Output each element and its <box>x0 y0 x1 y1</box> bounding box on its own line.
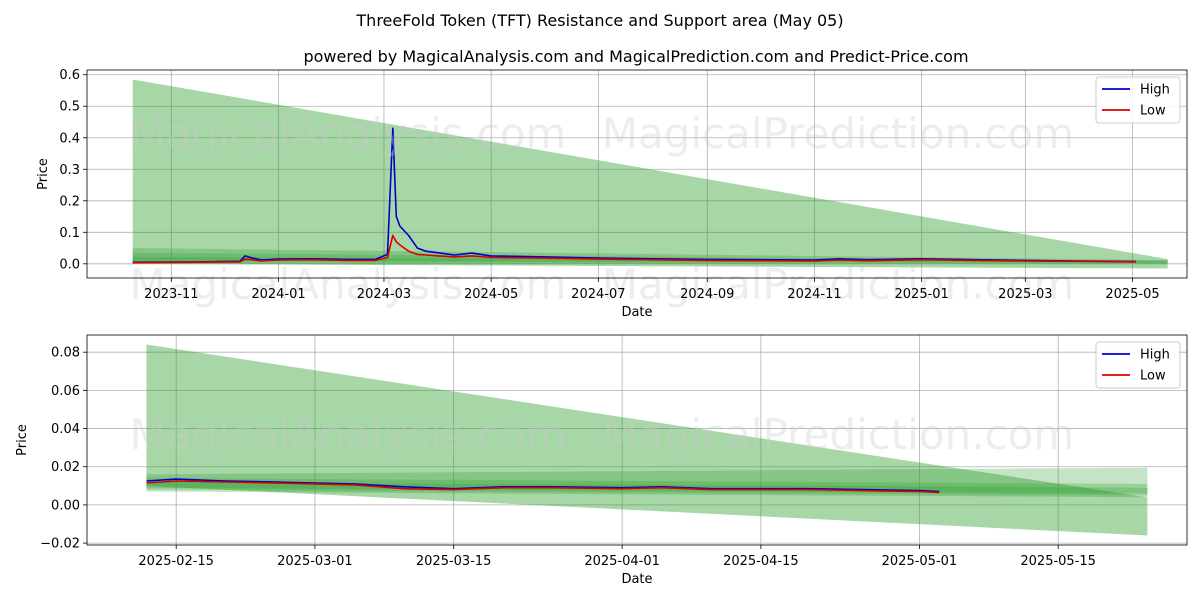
x-tick-label: 2025-04-15 <box>723 554 799 569</box>
legend: High Low <box>1095 341 1181 389</box>
x-tick-label: 2025-05-01 <box>882 554 958 569</box>
y-tick-label: 0.1 <box>59 226 80 241</box>
y-tick-label: 0.6 <box>59 68 80 83</box>
y-tick-label: −0.02 <box>40 537 80 552</box>
axes-frame <box>86 334 1188 546</box>
series-line-high <box>146 478 940 493</box>
plot-area <box>87 70 1187 278</box>
axes-frame <box>86 69 1188 279</box>
y-tick-label: 0.04 <box>51 422 80 437</box>
y-axis-label: Price <box>15 424 30 456</box>
chart-subtitle: powered by MagicalAnalysis.com and Magic… <box>303 47 968 66</box>
y-axis-label: Price <box>36 158 51 190</box>
series-line-high <box>132 127 1137 264</box>
series-line-low <box>146 480 940 494</box>
watermark: MagicalAnalysis.com <box>130 260 567 309</box>
legend-label-low: Low <box>1140 369 1166 384</box>
top-chart: MagicalAnalysis.com MagicalPrediction.com… <box>36 68 1188 320</box>
x-tick-label: 2025-03 <box>998 287 1052 302</box>
watermark: MagicalPrediction.com <box>602 109 1075 158</box>
series-line-low <box>132 234 1137 264</box>
x-tick-label: 2025-02-15 <box>138 554 214 569</box>
y-tick-label: 0.4 <box>59 131 80 146</box>
x-tick-label: 2024-07 <box>571 287 625 302</box>
x-tick-label: 2024-03 <box>357 287 411 302</box>
chart-title: ThreeFold Token (TFT) Resistance and Sup… <box>355 11 843 30</box>
legend-label-high: High <box>1140 348 1170 363</box>
watermark: MagicalAnalysis.com <box>130 410 567 459</box>
legend-label-high: High <box>1140 83 1170 98</box>
x-axis-label: Date <box>621 572 652 587</box>
x-tick-label: 2025-03-01 <box>277 554 353 569</box>
x-axis-label: Date <box>621 305 652 320</box>
x-tick-label: 2024-09 <box>680 287 734 302</box>
x-tick-label: 2025-03-15 <box>416 554 492 569</box>
legend: High Low <box>1095 76 1181 124</box>
watermark: MagicalPrediction.com <box>602 410 1075 459</box>
x-tick-label: 2024-01 <box>251 287 305 302</box>
watermark: MagicalPrediction.com <box>602 260 1075 309</box>
y-tick-label: 0.06 <box>51 384 80 399</box>
bottom-chart: MagicalAnalysis.com MagicalPrediction.com… <box>15 334 1188 587</box>
plot-area <box>87 335 1187 545</box>
x-tick-label: 2024-11 <box>787 287 841 302</box>
x-tick-label: 2024-05 <box>464 287 518 302</box>
x-tick-label: 2025-01 <box>895 287 949 302</box>
y-tick-label: 0.5 <box>59 100 80 115</box>
resistance-area <box>132 79 1168 269</box>
y-tick-label: 0.2 <box>59 194 80 209</box>
y-tick-label: 0.00 <box>51 498 80 513</box>
legend-label-low: Low <box>1140 104 1166 119</box>
x-tick-label: 2025-04-01 <box>584 554 660 569</box>
x-tick-label: 2025-05-15 <box>1020 554 1096 569</box>
watermark: MagicalAnalysis.com <box>130 109 567 158</box>
y-tick-label: 0.0 <box>59 257 80 272</box>
x-tick-label: 2025-05 <box>1105 287 1159 302</box>
y-tick-label: 0.3 <box>59 163 80 178</box>
x-tick-label: 2023-11 <box>144 287 198 302</box>
y-tick-label: 0.08 <box>51 346 80 361</box>
y-tick-label: 0.02 <box>51 460 80 475</box>
